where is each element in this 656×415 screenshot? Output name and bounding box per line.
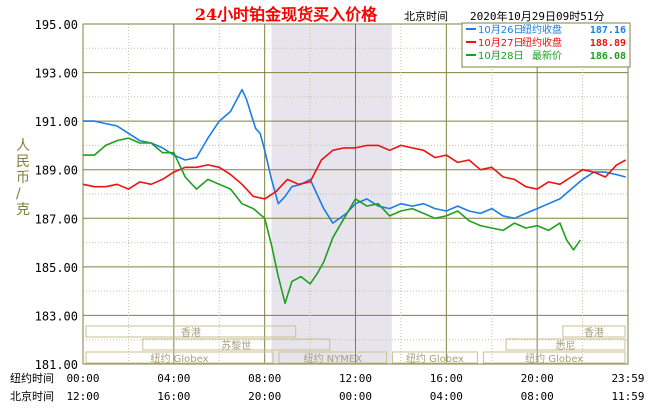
timezone-label: 北京时间 bbox=[404, 9, 448, 23]
market-session-bar bbox=[482, 351, 626, 364]
market-session-bar bbox=[392, 351, 478, 364]
legend-series-value: 187.16 bbox=[590, 25, 626, 36]
market-session-bar bbox=[562, 325, 626, 338]
bj-time-row-label: 北京时间 bbox=[10, 389, 54, 403]
y-tick-label: 195.00 bbox=[35, 18, 78, 32]
legend-series-name: 10月27日 bbox=[478, 37, 523, 49]
market-session-label: 纽约 NYMEX bbox=[304, 352, 363, 365]
x-tick-label-ny: 04:00 bbox=[157, 372, 190, 385]
legend-series-value: 186.08 bbox=[590, 51, 626, 62]
legend-series-label: 最新价 bbox=[532, 49, 562, 62]
y-tick-label: 181.00 bbox=[35, 358, 78, 372]
market-session-bar bbox=[142, 338, 331, 351]
timestamp: 2020年10月29日09时51分 bbox=[470, 9, 604, 23]
chart-title: 24小时铂金现货买入价格 bbox=[195, 5, 378, 24]
market-session-bar bbox=[85, 325, 297, 338]
plot-frame bbox=[82, 23, 629, 365]
series-line-10月26日 bbox=[83, 88, 626, 224]
y-tick-label: 191.00 bbox=[35, 115, 78, 129]
x-tick-label-bj: 04:00 bbox=[430, 390, 463, 403]
ny-time-row-label: 纽约时间 bbox=[10, 371, 54, 385]
x-tick-label-ny: 16:00 bbox=[430, 372, 463, 385]
legend-series-name: 10月26日 bbox=[478, 24, 523, 36]
legend-series-label: 纽约收盘 bbox=[522, 23, 562, 36]
y-tick-label: 187.00 bbox=[35, 212, 78, 226]
market-session-bar bbox=[505, 338, 626, 351]
x-tick-label-bj: 08:00 bbox=[521, 390, 554, 403]
market-session-label: 纽约 Globex bbox=[150, 352, 208, 365]
y-tick-label: 185.00 bbox=[35, 261, 78, 275]
x-tick-label-bj: 00:00 bbox=[339, 390, 372, 403]
series-line-10月27日 bbox=[82, 144, 627, 200]
x-tick-label-bj: 12:00 bbox=[66, 390, 99, 403]
market-session-label: 香港 bbox=[181, 327, 201, 339]
market-session-label: 悉尼 bbox=[556, 340, 576, 352]
svg-text:人民币/克: 人民币/克 bbox=[16, 138, 30, 218]
market-session-label: 纽约 Globex bbox=[406, 352, 464, 365]
x-tick-label-ny: 23:59 bbox=[611, 372, 644, 385]
y-tick-label: 189.00 bbox=[35, 164, 78, 178]
y-axis-label: 人民币/克 bbox=[16, 138, 30, 218]
y-tick-label: 193.00 bbox=[35, 67, 78, 81]
x-tick-label-ny: 12:00 bbox=[339, 372, 372, 385]
x-tick-label-ny: 20:00 bbox=[521, 372, 554, 385]
y-tick-label: 183.00 bbox=[35, 309, 78, 323]
x-tick-label-ny: 00:00 bbox=[66, 372, 99, 385]
market-session-bar bbox=[278, 351, 388, 364]
market-session-bar bbox=[85, 351, 274, 364]
series-line-10月28日 bbox=[83, 137, 581, 305]
legend-series-label: 纽约收盘 bbox=[522, 36, 562, 49]
x-tick-label-bj: 20:00 bbox=[248, 390, 281, 403]
legend-series-name: 10月28日 bbox=[478, 50, 523, 62]
highlight-band bbox=[271, 24, 392, 364]
x-tick-label-bj: 16:00 bbox=[157, 390, 190, 403]
legend-series-value: 188.89 bbox=[590, 38, 626, 49]
market-session-label: 苏黎世 bbox=[221, 339, 251, 352]
market-session-label: 香港 bbox=[584, 327, 604, 339]
x-tick-label-ny: 08:00 bbox=[248, 372, 281, 385]
x-tick-label-bj: 11:59 bbox=[611, 390, 644, 403]
market-session-label: 纽约 Globex bbox=[525, 352, 583, 365]
